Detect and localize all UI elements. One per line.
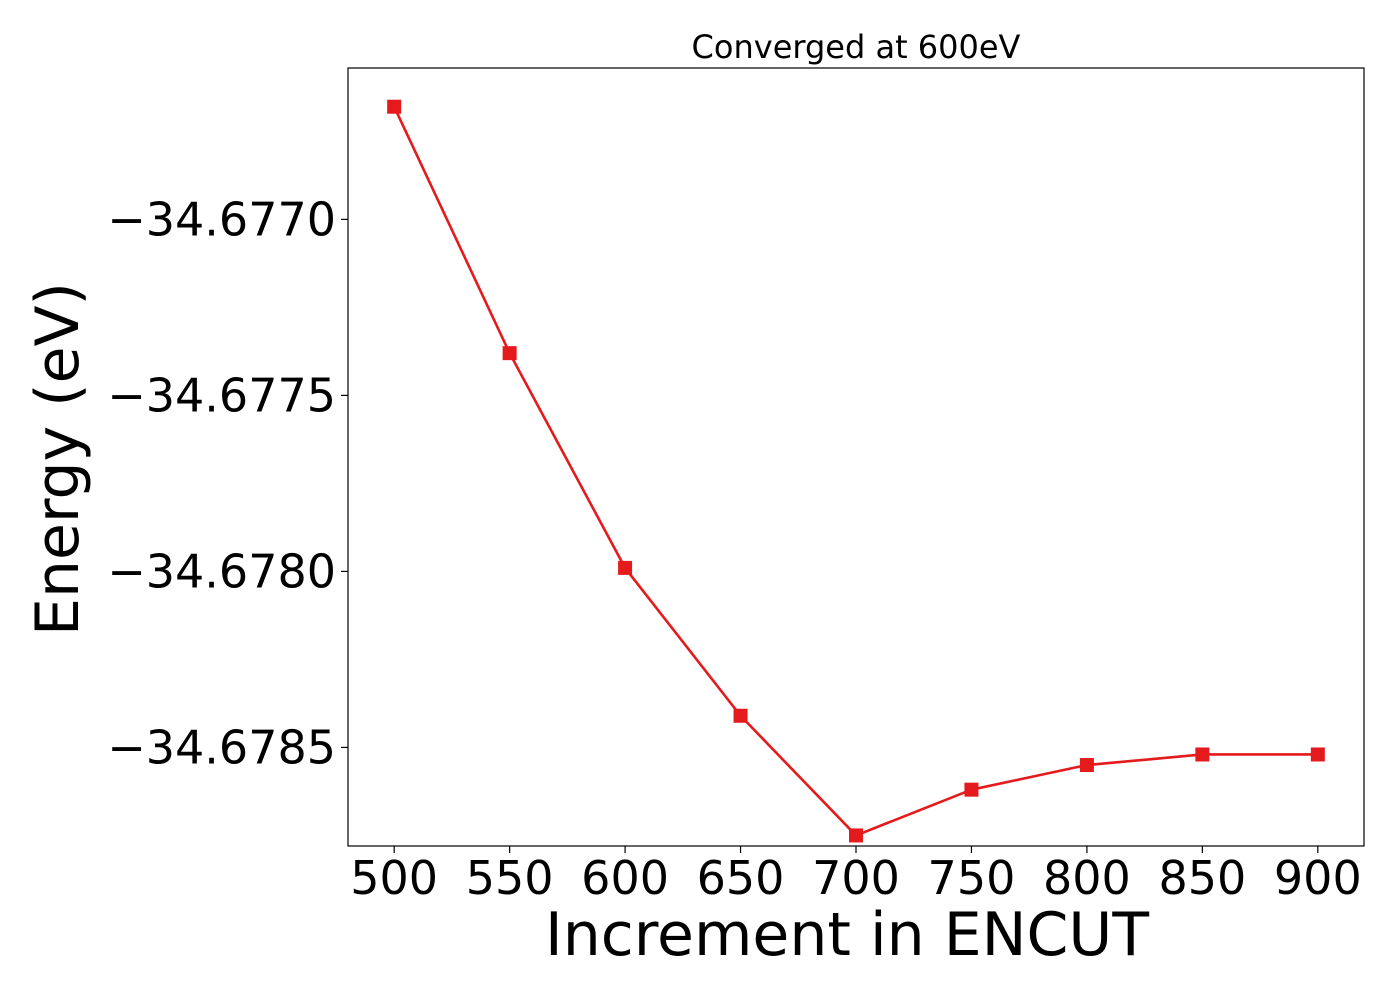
y-tick-label: −34.6770 — [107, 192, 336, 246]
y-tick-label: −34.6780 — [107, 544, 336, 598]
data-point-marker — [1079, 758, 1094, 773]
x-tick-label: 650 — [697, 851, 785, 905]
series-line — [393, 106, 1318, 837]
x-tick-label: 600 — [581, 851, 669, 905]
x-axis: 500 550 600 650 700 750 800 850 900 — [350, 846, 1362, 905]
x-tick-label: 700 — [812, 851, 900, 905]
x-tick-label: 500 — [350, 851, 438, 905]
data-point-marker — [1195, 747, 1210, 762]
data-point-marker — [733, 708, 748, 723]
chart-title: Converged at 600eV — [692, 28, 1021, 66]
x-tick-label: 900 — [1274, 851, 1362, 905]
y-axis: −34.6770 −34.6775 −34.6780 −34.6785 — [107, 192, 348, 774]
data-point-marker — [849, 828, 863, 843]
data-point-marker — [618, 560, 633, 575]
x-axis-label: Increment in ENCUT — [545, 900, 1149, 970]
data-point-marker — [1310, 747, 1325, 762]
x-tick-label: 550 — [466, 851, 554, 905]
x-tick-label: 850 — [1158, 851, 1246, 905]
x-tick-label: 750 — [928, 851, 1016, 905]
x-tick-label: 800 — [1043, 851, 1131, 905]
y-tick-label: −34.6785 — [107, 720, 336, 774]
data-point-marker — [387, 99, 402, 114]
series-layer — [387, 99, 1325, 843]
data-point-marker — [502, 346, 517, 361]
data-point-marker — [964, 782, 979, 797]
y-tick-label: −34.6775 — [107, 368, 336, 422]
plot-area-frame — [347, 67, 1365, 847]
y-axis-label: Energy (eV) — [23, 282, 93, 636]
